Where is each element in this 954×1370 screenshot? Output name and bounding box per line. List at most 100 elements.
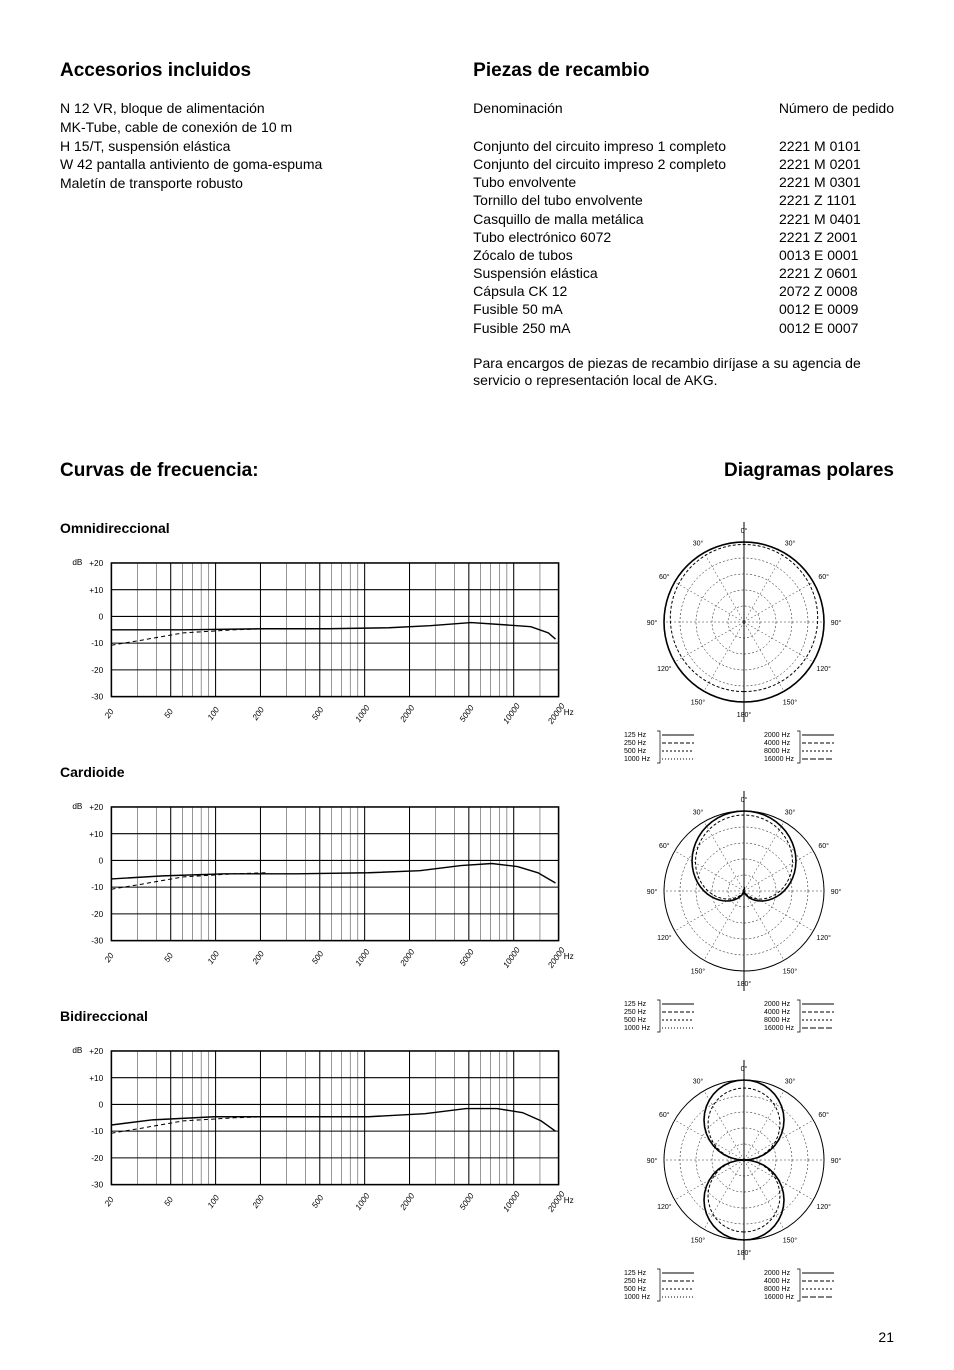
part-number: 2221 M 0301 bbox=[779, 173, 894, 191]
svg-text:100: 100 bbox=[206, 1193, 221, 1210]
svg-text:2000: 2000 bbox=[398, 703, 417, 724]
svg-text:60°: 60° bbox=[659, 1111, 670, 1119]
freq-column: Omnidireccional+20+100-10-20-30dB2050100… bbox=[60, 512, 574, 1319]
part-name: Fusible 250 mA bbox=[473, 319, 779, 337]
svg-text:150°: 150° bbox=[783, 699, 798, 707]
svg-text:150°: 150° bbox=[691, 1237, 706, 1245]
svg-text:90°: 90° bbox=[647, 888, 658, 896]
svg-text:8000 Hz: 8000 Hz bbox=[764, 748, 791, 755]
svg-text:8000 Hz: 8000 Hz bbox=[764, 1286, 791, 1293]
svg-text:20: 20 bbox=[102, 1195, 115, 1209]
svg-text:90°: 90° bbox=[647, 619, 658, 627]
svg-text:4000 Hz: 4000 Hz bbox=[764, 1009, 791, 1016]
svg-text:500 Hz: 500 Hz bbox=[624, 1017, 647, 1024]
svg-text:60°: 60° bbox=[659, 573, 670, 581]
parts-header-num: Número de pedido bbox=[779, 100, 894, 117]
svg-text:90°: 90° bbox=[647, 1157, 658, 1165]
svg-text:16000 Hz: 16000 Hz bbox=[764, 1294, 794, 1301]
svg-text:50: 50 bbox=[162, 1195, 175, 1208]
charts-wrap: Omnidireccional+20+100-10-20-30dB2050100… bbox=[60, 512, 894, 1319]
accessories-title: Accesorios incluidos bbox=[60, 60, 433, 82]
svg-text:-10: -10 bbox=[91, 1127, 103, 1136]
parts-row: Conjunto del circuito impreso 1 completo… bbox=[473, 137, 894, 155]
part-number: 2072 Z 0008 bbox=[779, 282, 894, 300]
svg-text:16000 Hz: 16000 Hz bbox=[764, 1025, 794, 1032]
svg-text:20: 20 bbox=[102, 707, 115, 721]
svg-text:-10: -10 bbox=[91, 883, 103, 892]
svg-text:90°: 90° bbox=[831, 1157, 842, 1165]
svg-text:2000 Hz: 2000 Hz bbox=[764, 1270, 791, 1277]
accessories-list: N 12 VR, bloque de alimentaciónMK-Tube, … bbox=[60, 100, 433, 192]
svg-text:500: 500 bbox=[310, 1193, 325, 1210]
mid-headers: Curvas de frecuencia: Diagramas polares bbox=[60, 460, 894, 482]
freq-chart: +20+100-10-20-30dB2050100200500100020005… bbox=[60, 784, 574, 979]
svg-text:+20: +20 bbox=[89, 559, 103, 568]
svg-text:-30: -30 bbox=[91, 937, 103, 946]
svg-text:1000 Hz: 1000 Hz bbox=[624, 1294, 651, 1301]
svg-text:120°: 120° bbox=[816, 665, 831, 673]
part-name: Casquillo de malla metálica bbox=[473, 210, 779, 228]
svg-text:-20: -20 bbox=[91, 1154, 103, 1163]
svg-text:+20: +20 bbox=[89, 803, 103, 812]
svg-text:dB: dB bbox=[72, 802, 83, 811]
svg-text:30°: 30° bbox=[693, 1077, 704, 1085]
svg-text:5000: 5000 bbox=[458, 947, 476, 967]
parts-row: Cápsula CK 122072 Z 0008 bbox=[473, 282, 894, 300]
svg-text:2000 Hz: 2000 Hz bbox=[764, 732, 791, 739]
svg-text:-20: -20 bbox=[91, 910, 103, 919]
svg-text:dB: dB bbox=[72, 1046, 83, 1055]
svg-text:Hz: Hz bbox=[564, 1196, 574, 1205]
page-number: 21 bbox=[60, 1329, 894, 1345]
svg-text:2000 Hz: 2000 Hz bbox=[764, 1001, 791, 1008]
part-name: Zócalo de tubos bbox=[473, 246, 779, 264]
polar-column: 0°30°60°90°120°150°180°150°120°90°60°30°… bbox=[614, 512, 894, 1319]
svg-text:1000 Hz: 1000 Hz bbox=[624, 1025, 651, 1032]
parts-row: Fusible 50 mA0012 E 0009 bbox=[473, 300, 894, 318]
part-number: 2221 Z 0601 bbox=[779, 264, 894, 282]
part-name: Cápsula CK 12 bbox=[473, 282, 779, 300]
part-name: Tubo electrónico 6072 bbox=[473, 228, 779, 246]
parts-note: Para encargos de piezas de recambio dirí… bbox=[473, 355, 894, 390]
svg-text:120°: 120° bbox=[657, 934, 672, 942]
svg-text:250 Hz: 250 Hz bbox=[624, 1278, 647, 1285]
freq-chart: +20+100-10-20-30dB2050100200500100020005… bbox=[60, 540, 574, 735]
svg-text:5000: 5000 bbox=[458, 1191, 476, 1211]
parts-header: Denominación Número de pedido bbox=[473, 100, 894, 117]
part-number: 0012 E 0007 bbox=[779, 319, 894, 337]
svg-text:150°: 150° bbox=[691, 968, 706, 976]
svg-text:120°: 120° bbox=[816, 1203, 831, 1211]
svg-text:250 Hz: 250 Hz bbox=[624, 740, 647, 747]
svg-text:60°: 60° bbox=[818, 1111, 829, 1119]
svg-text:1000: 1000 bbox=[354, 947, 372, 967]
part-number: 0013 E 0001 bbox=[779, 246, 894, 264]
parts-row: Zócalo de tubos0013 E 0001 bbox=[473, 246, 894, 264]
svg-text:120°: 120° bbox=[657, 665, 672, 673]
svg-text:30°: 30° bbox=[693, 808, 704, 816]
part-number: 2221 Z 1101 bbox=[779, 191, 894, 209]
polar-chart: 0°30°60°90°120°150°180°150°120°90°60°30°… bbox=[614, 781, 874, 1041]
svg-text:500 Hz: 500 Hz bbox=[624, 748, 647, 755]
svg-text:2000: 2000 bbox=[398, 1191, 417, 1212]
freq-chart-title: Bidireccional bbox=[60, 1008, 574, 1024]
svg-text:Hz: Hz bbox=[564, 708, 574, 717]
part-name: Conjunto del circuito impreso 1 completo bbox=[473, 137, 779, 155]
top-section: Accesorios incluidos N 12 VR, bloque de … bbox=[60, 60, 894, 390]
svg-text:30°: 30° bbox=[785, 539, 796, 547]
svg-text:100: 100 bbox=[206, 705, 221, 722]
svg-text:60°: 60° bbox=[818, 573, 829, 581]
accessory-item: H 15/T, suspensión elástica bbox=[60, 138, 433, 155]
parts-header-name: Denominación bbox=[473, 100, 563, 117]
part-name: Fusible 50 mA bbox=[473, 300, 779, 318]
parts-row: Tubo envolvente2221 M 0301 bbox=[473, 173, 894, 191]
parts-row: Suspensión elástica2221 Z 0601 bbox=[473, 264, 894, 282]
accessory-item: N 12 VR, bloque de alimentación bbox=[60, 100, 433, 117]
svg-text:50: 50 bbox=[162, 707, 175, 720]
svg-text:5000: 5000 bbox=[458, 703, 476, 723]
svg-text:dB: dB bbox=[72, 558, 83, 567]
svg-text:125 Hz: 125 Hz bbox=[624, 1270, 647, 1277]
svg-text:Hz: Hz bbox=[564, 952, 574, 961]
part-number: 2221 Z 2001 bbox=[779, 228, 894, 246]
freq-chart-title: Omnidireccional bbox=[60, 520, 574, 536]
accessory-item: Maletín de transporte robusto bbox=[60, 175, 433, 192]
part-name: Tornillo del tubo envolvente bbox=[473, 191, 779, 209]
